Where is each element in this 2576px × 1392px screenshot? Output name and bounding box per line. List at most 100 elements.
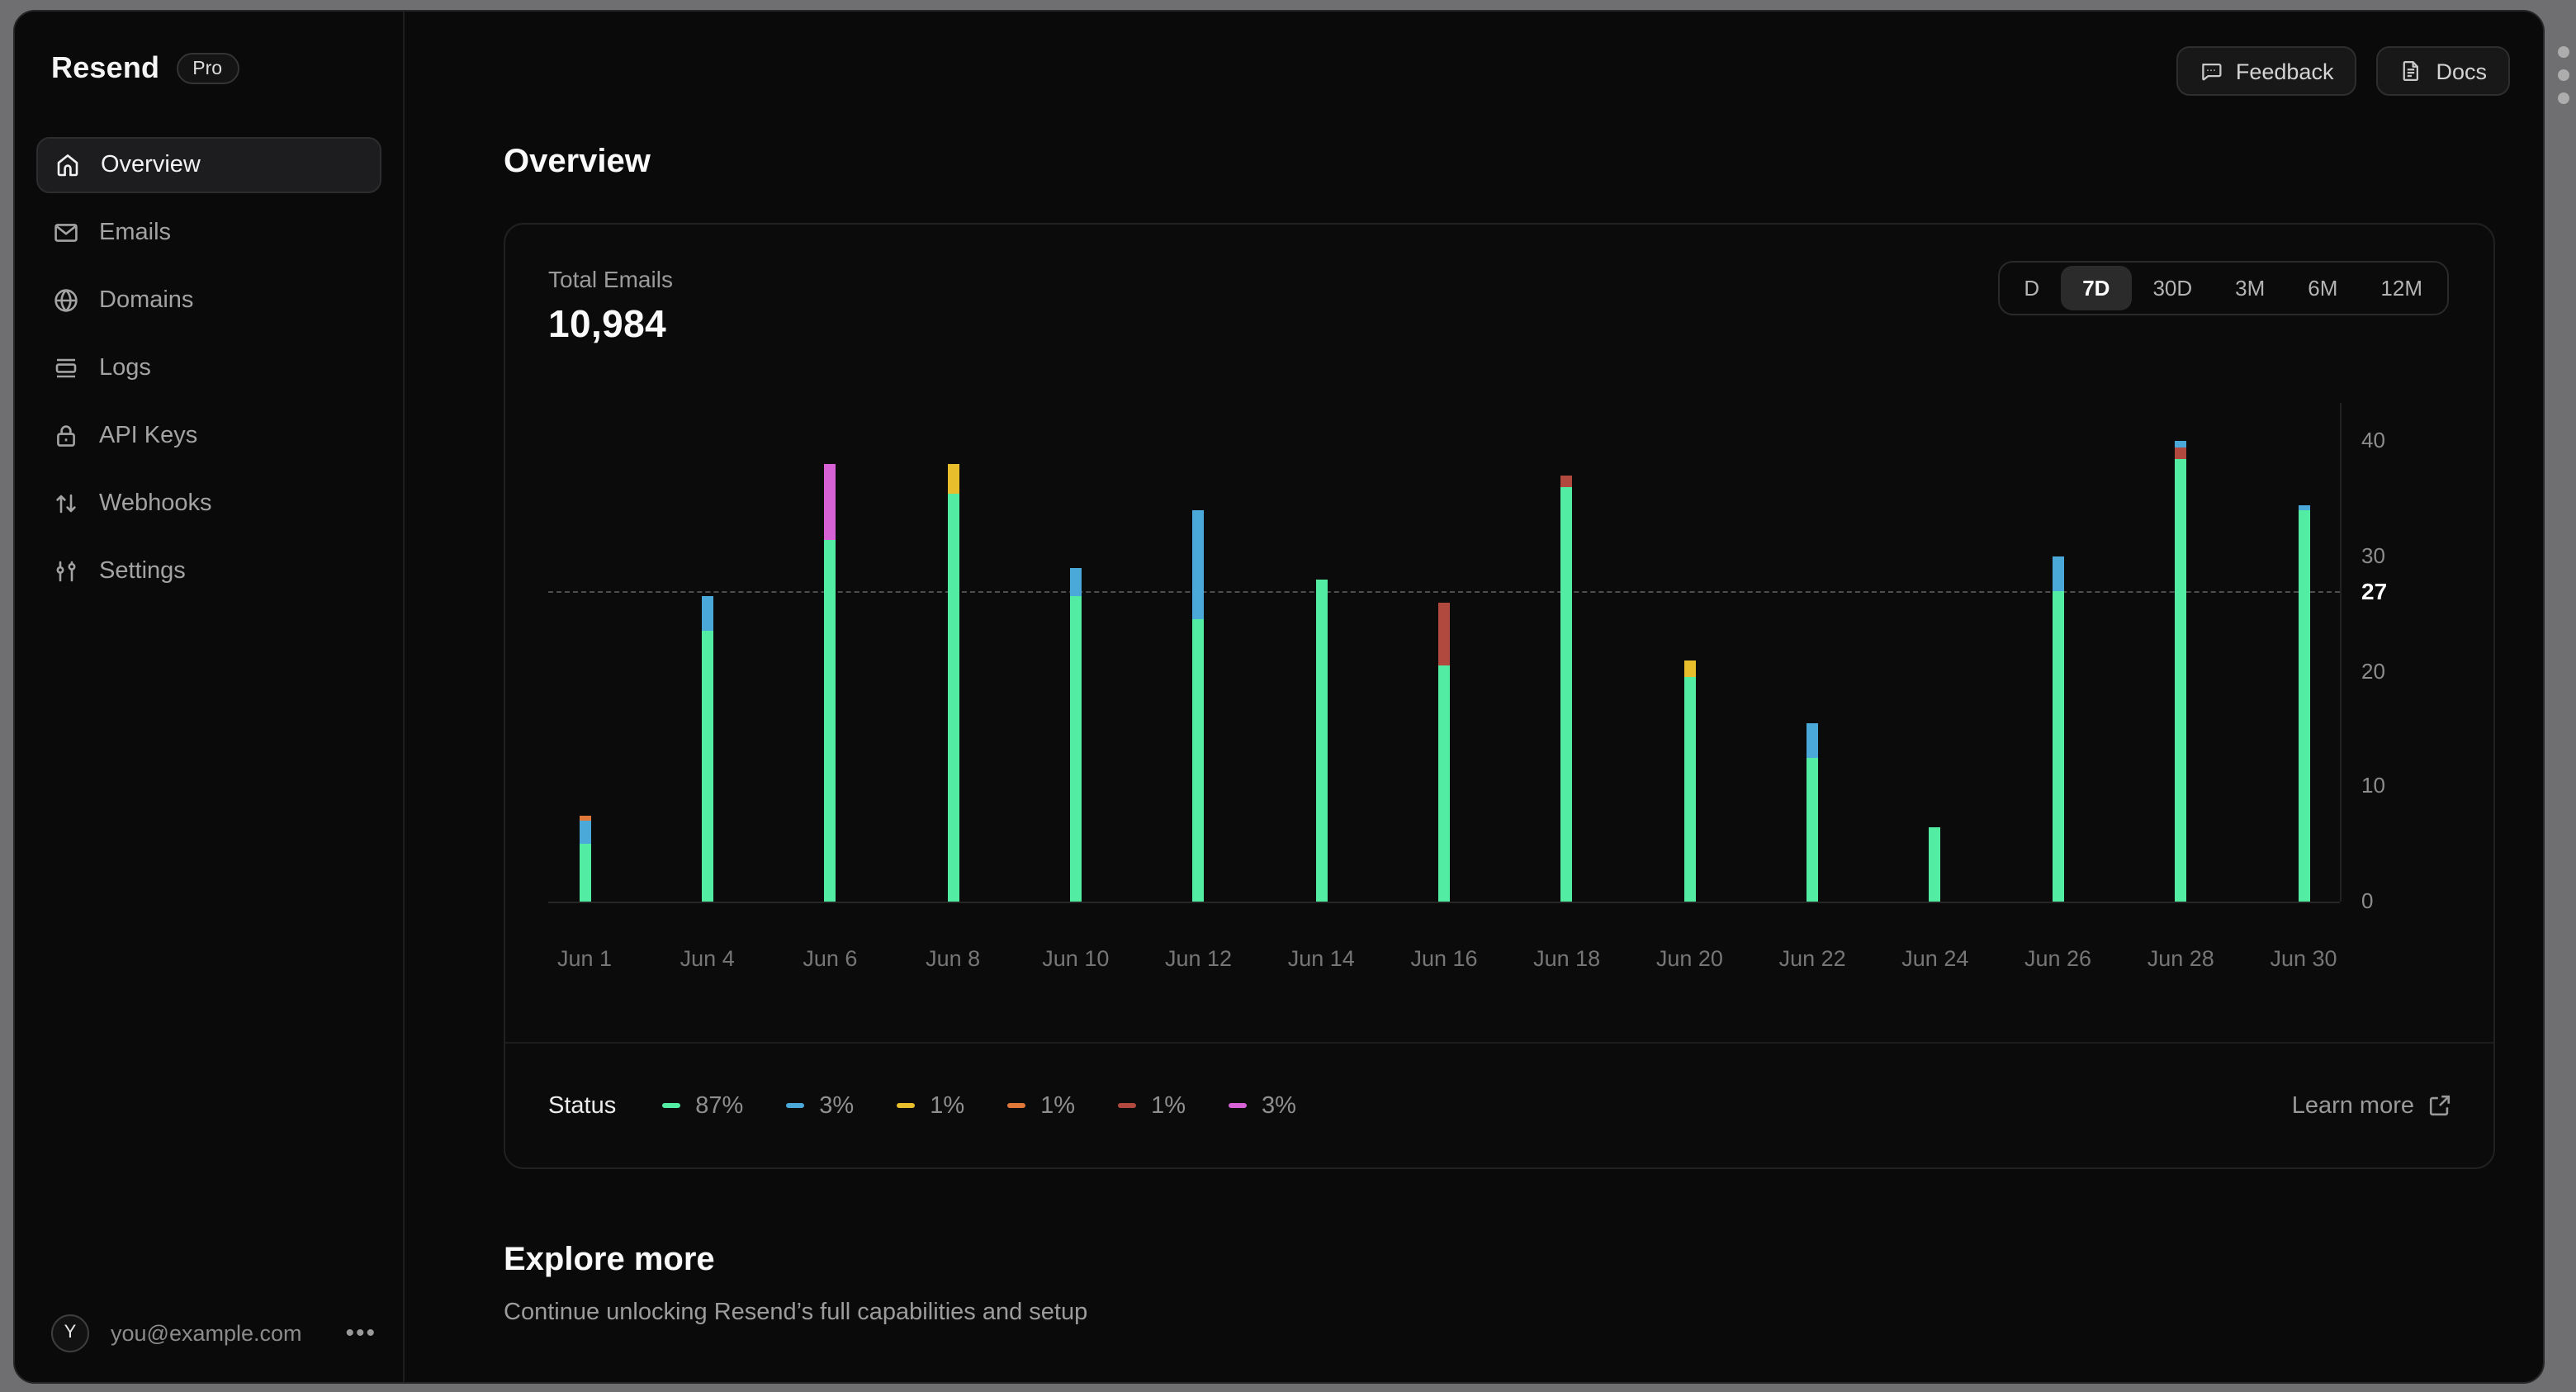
bar-jun-12[interactable] (1192, 510, 1205, 902)
docs-button[interactable]: Docs (2376, 46, 2510, 96)
bar-jun-8[interactable] (947, 464, 959, 902)
x-axis-label: Jun 10 (1042, 946, 1110, 971)
bar-jun-20[interactable] (1683, 660, 1696, 902)
bar-jun-6[interactable] (824, 464, 836, 902)
bar-jun-28[interactable] (2175, 441, 2187, 902)
sidebar-item-logs[interactable]: Logs (36, 340, 381, 396)
sidebar-item-domains[interactable]: Domains (36, 272, 381, 329)
range-button-6m[interactable]: 6M (2308, 276, 2338, 301)
bar-segment-green (1192, 619, 1205, 902)
x-axis-label: Jun 26 (2024, 946, 2092, 971)
bar-segment-red (2175, 447, 2187, 459)
bar-jun-18[interactable] (1560, 476, 1573, 902)
sidebar-item-label: Domains (99, 287, 194, 314)
legend-percentage: 1% (1151, 1092, 1186, 1119)
sidebar-item-api-keys[interactable]: API Keys (36, 408, 381, 464)
sidebar: Resend Pro Overview Emails Domains Logs API … (15, 12, 405, 1382)
bar-segment-blue (1807, 723, 1819, 758)
range-button-7d[interactable]: 7D (2061, 266, 2132, 310)
bar-segment-blue (701, 596, 713, 632)
sidebar-item-webhooks[interactable]: Webhooks (36, 476, 381, 532)
frame-dot (2558, 92, 2569, 104)
x-axis-line (548, 902, 2340, 903)
legend-percentage: 1% (930, 1092, 965, 1119)
header-actions: Feedback Docs (2176, 46, 2510, 96)
range-button-d[interactable]: D (2024, 276, 2040, 301)
learn-more-label: Learn more (2291, 1092, 2414, 1119)
bar-jun-16[interactable] (1438, 602, 1450, 902)
card-footer: Status 87% 3% 1% 1% 1% 3% Learn more (505, 1042, 2493, 1167)
home-icon (54, 152, 81, 178)
feedback-label: Feedback (2235, 59, 2334, 83)
legend-entry-magenta: 3% (1229, 1092, 1296, 1119)
sidebar-item-settings[interactable]: Settings (36, 543, 381, 599)
reference-value-label: 27 (2361, 578, 2388, 604)
sidebar-item-overview[interactable]: Overview (36, 137, 381, 193)
bar-jun-4[interactable] (701, 596, 713, 902)
document-icon (2403, 61, 2419, 81)
metric-label: Total Emails (548, 266, 673, 292)
bar-segment-green (2298, 510, 2309, 902)
time-range-selector: D 7D 30D 3M 6M 12M (1997, 261, 2449, 315)
x-axis-label: Jun 14 (1287, 946, 1355, 971)
metric-value: 10,984 (548, 302, 667, 345)
bar-segment-red (1560, 476, 1573, 488)
learn-more-link[interactable]: Learn more (2292, 1092, 2451, 1119)
bar-jun-14[interactable] (1315, 580, 1328, 902)
user-email: you@example.com (111, 1320, 302, 1345)
bar-segment-green (1069, 596, 1082, 902)
speech-bubble-icon (2202, 63, 2222, 81)
frame-dot (2558, 46, 2569, 58)
y-axis-tick-0: 0 (2361, 888, 2374, 913)
bar-jun-22[interactable] (1807, 723, 1819, 902)
explore-title: Explore more (504, 1242, 715, 1278)
bar-segment-green (2052, 590, 2064, 902)
sidebar-item-label: Settings (99, 558, 186, 585)
sidebar-item-label: Emails (99, 220, 172, 246)
legend-swatch-red (1118, 1102, 1137, 1109)
sidebar-item-label: API Keys (99, 423, 198, 449)
bar-segment-green (2175, 458, 2187, 902)
legend-swatch-yellow (897, 1102, 916, 1109)
x-axis-label: Jun 30 (2270, 946, 2337, 971)
sidebar-item-label: Overview (101, 152, 201, 178)
range-button-3m[interactable]: 3M (2235, 276, 2266, 301)
legend-percentage: 3% (819, 1092, 855, 1119)
legend-entry-blue: 3% (786, 1092, 854, 1119)
x-axis-label: Jun 22 (1778, 946, 1846, 971)
page-title: Overview (504, 144, 651, 180)
plan-badge: Pro (176, 53, 239, 84)
brand-logo: Resend (51, 51, 160, 84)
sidebar-item-label: Webhooks (99, 490, 212, 517)
sliders-icon (53, 558, 79, 585)
range-button-12m[interactable]: 12M (2380, 276, 2422, 301)
bar-jun-1[interactable] (579, 815, 590, 902)
user-row[interactable]: Y you@example.com ••• (51, 1309, 383, 1356)
x-axis-label: Jun 1 (556, 946, 613, 971)
bar-segment-green (579, 844, 590, 902)
legend-swatch-magenta (1229, 1102, 1248, 1109)
bar-segment-blue (2298, 504, 2309, 511)
y-axis-tick-40: 40 (2361, 428, 2385, 453)
bar-segment-blue (2052, 556, 2064, 591)
bar-segment-green (1929, 826, 1941, 902)
bar-jun-30[interactable] (2298, 504, 2309, 902)
mail-icon (53, 220, 79, 246)
range-button-30d[interactable]: 30D (2152, 276, 2193, 301)
x-axis-label: Jun 18 (1533, 946, 1601, 971)
bar-jun-26[interactable] (2052, 556, 2064, 902)
sidebar-item-emails[interactable]: Emails (36, 205, 381, 261)
bar-segment-orange (579, 815, 590, 821)
legend-entry-red: 1% (1118, 1092, 1186, 1119)
feedback-button[interactable]: Feedback (2176, 46, 2357, 96)
bar-jun-10[interactable] (1069, 568, 1082, 902)
logs-icon (53, 355, 79, 381)
bar-jun-24[interactable] (1929, 826, 1941, 902)
x-axis-label: Jun 4 (680, 946, 735, 971)
legend-percentage: 1% (1040, 1092, 1076, 1119)
ellipsis-menu-icon[interactable]: ••• (345, 1319, 376, 1347)
legend-swatch-blue (786, 1102, 805, 1109)
external-link-icon (2429, 1095, 2451, 1116)
bar-segment-blue (579, 821, 590, 845)
bar-segment-red (1438, 602, 1450, 666)
